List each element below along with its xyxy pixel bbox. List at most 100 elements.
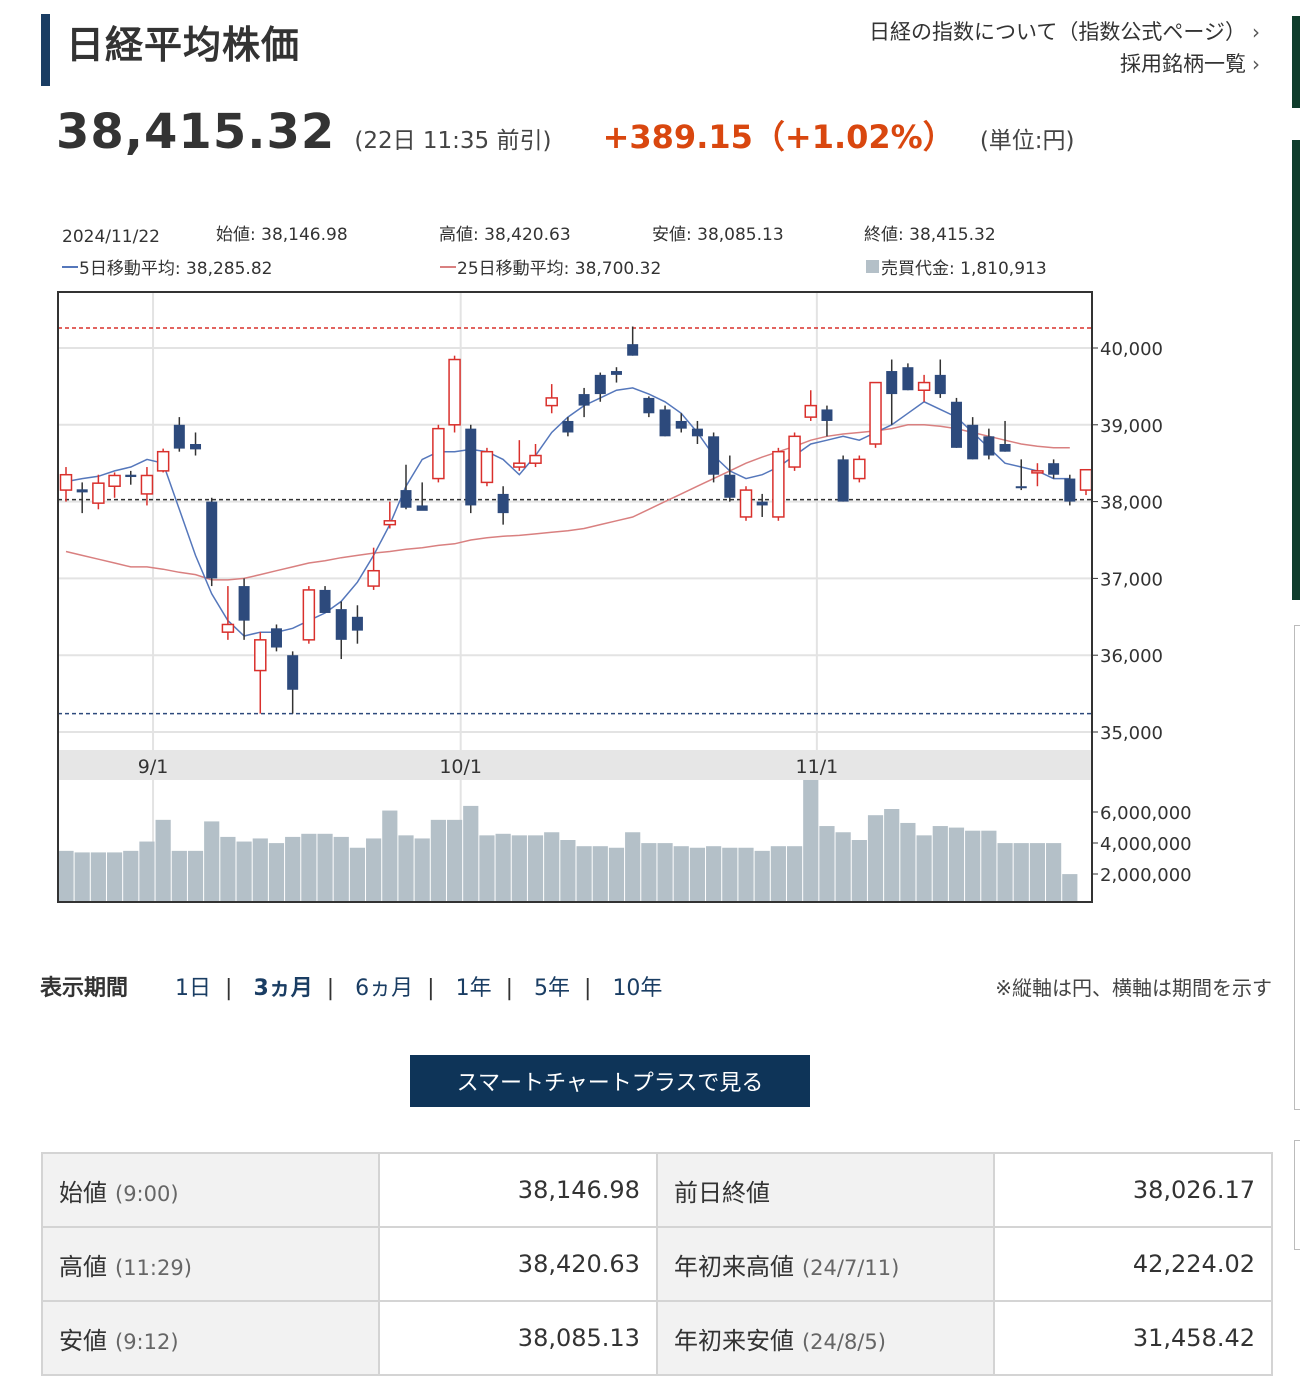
candle-down bbox=[351, 616, 363, 631]
volume-bar bbox=[1062, 874, 1078, 902]
right-edge-bar bbox=[1292, 140, 1300, 600]
volume-bar bbox=[171, 850, 187, 902]
stat-sub: (24/7/11) bbox=[801, 1255, 900, 1280]
stat-key: 安値 bbox=[59, 1326, 107, 1355]
volume-bar bbox=[673, 846, 689, 902]
candle-down bbox=[999, 444, 1011, 452]
volume-bar bbox=[722, 847, 738, 902]
stat-open-value: 38,146.98 bbox=[378, 1152, 658, 1228]
chart-frame bbox=[57, 291, 1093, 903]
legend-ma25: 25日移動平均: 38,700.32 bbox=[457, 259, 661, 279]
volume-bar bbox=[851, 840, 867, 902]
stat-high-label: 高値 (11:29) bbox=[40, 1226, 381, 1302]
price-tick-label: 35,000 bbox=[1100, 723, 1163, 744]
candle-down bbox=[950, 401, 962, 448]
constituents-link[interactable]: 採用銘柄一覧 › bbox=[869, 48, 1260, 80]
volume-bar bbox=[106, 852, 123, 902]
info-date: 2024/11/22 bbox=[62, 227, 160, 247]
volume-bar bbox=[333, 836, 349, 902]
stat-ytd-high-label: 年初来高値 (24/7/11) bbox=[655, 1226, 996, 1302]
candle-down bbox=[206, 501, 218, 579]
legend-turnover: 売買代金: 1,810,913 bbox=[881, 259, 1047, 279]
candle-up bbox=[367, 569, 380, 587]
volume-bar bbox=[706, 846, 722, 902]
stat-low-label: 安値 (9:12) bbox=[40, 1300, 381, 1376]
chevron-right-icon: › bbox=[1252, 20, 1260, 44]
volume-bar bbox=[74, 852, 90, 902]
candle-down bbox=[627, 344, 639, 356]
x-tick-label: 11/1 bbox=[796, 756, 839, 778]
right-edge-bar bbox=[1292, 16, 1300, 108]
volume-bar bbox=[625, 832, 641, 902]
stat-key: 高値 bbox=[59, 1252, 107, 1281]
volume-bar bbox=[770, 846, 786, 902]
candle-down bbox=[691, 428, 703, 437]
stat-sub: (9:12) bbox=[115, 1329, 179, 1354]
price-tick-label: 40,000 bbox=[1100, 339, 1163, 360]
candle-up bbox=[1031, 470, 1044, 474]
info-low: 安値: 38,085.13 bbox=[652, 225, 784, 245]
candle-down bbox=[319, 589, 331, 613]
volume-bar bbox=[204, 821, 220, 902]
candle-up bbox=[917, 381, 931, 391]
candle-down bbox=[902, 367, 914, 391]
candle-down bbox=[1048, 463, 1060, 475]
table-row: 高値 (11:29) 38,420.63 年初来高値 (24/7/11) 42,22… bbox=[40, 1226, 1273, 1302]
x-tick-label: 9/1 bbox=[138, 756, 169, 778]
volume-bar bbox=[641, 843, 657, 902]
volume-bar bbox=[1013, 843, 1029, 902]
period-5y[interactable]: 5年 bbox=[534, 976, 571, 1001]
stat-key: 年初来高値 bbox=[673, 1252, 794, 1281]
volume-bar bbox=[576, 846, 592, 902]
stat-ytd-high-value: 42,224.02 bbox=[993, 1226, 1273, 1302]
candle-up bbox=[788, 435, 801, 468]
price-tick-label: 36,000 bbox=[1100, 646, 1163, 667]
volume-bar bbox=[527, 835, 544, 902]
stat-key: 始値 bbox=[59, 1178, 107, 1207]
page-title: 日経平均株価 bbox=[66, 23, 301, 67]
table-row: 始値 (9:00) 38,146.98 前日終値 38,026.17 bbox=[40, 1152, 1273, 1228]
candle-down bbox=[708, 436, 720, 475]
period-1d[interactable]: 1日 bbox=[175, 976, 212, 1001]
period-3m[interactable]: 3ヵ月 bbox=[253, 976, 313, 1001]
stat-key: 年初来安値 bbox=[673, 1326, 794, 1355]
title-block: 日経平均株価 bbox=[41, 14, 300, 86]
candle-up bbox=[254, 639, 267, 672]
period-label: 表示期間 bbox=[40, 976, 129, 1001]
volume-bar bbox=[414, 838, 430, 902]
volume-bar bbox=[58, 850, 74, 902]
period-1y[interactable]: 1年 bbox=[455, 976, 492, 1001]
period-10y[interactable]: 10年 bbox=[612, 976, 663, 1001]
period-6m[interactable]: 6ヵ月 bbox=[355, 976, 414, 1001]
candle-down bbox=[190, 444, 202, 450]
volume-bar bbox=[349, 847, 366, 902]
volume-bar bbox=[819, 826, 835, 902]
volume-bar bbox=[285, 836, 301, 902]
volume-bar bbox=[479, 835, 495, 902]
candle-down bbox=[934, 374, 946, 395]
candle-down bbox=[821, 409, 833, 421]
candle-up bbox=[804, 404, 818, 418]
volume-bar bbox=[317, 833, 333, 902]
candle-down bbox=[1015, 486, 1027, 489]
smart-chart-button[interactable]: スマートチャートプラスで見る bbox=[410, 1055, 810, 1107]
volume-bar bbox=[689, 847, 706, 902]
candle-down bbox=[335, 609, 347, 640]
index-info-link[interactable]: 日経の指数について（指数公式ページ） › bbox=[869, 16, 1260, 48]
price-row: 38,415.32 (22日 11:35 前引) +389.15（+1.02%）… bbox=[56, 104, 1075, 168]
candle-down bbox=[675, 420, 687, 429]
candle-down bbox=[837, 459, 849, 502]
candle-up bbox=[59, 473, 73, 491]
volume-bar bbox=[90, 852, 106, 902]
candle-up bbox=[140, 474, 154, 495]
volume-tick-label: 2,000,000 bbox=[1100, 865, 1192, 886]
top-links: 日経の指数について（指数公式ページ） › 採用銘柄一覧 › bbox=[869, 16, 1260, 80]
volume-bar bbox=[657, 843, 673, 902]
price-tick-label: 39,000 bbox=[1100, 416, 1163, 437]
period-selector: 表示期間 1日 | 3ヵ月 | 6ヵ月 | 1年 | 5年 | 10年 bbox=[40, 970, 676, 1002]
stat-ytd-low-value: 31,458.42 bbox=[993, 1300, 1273, 1376]
volume-bar bbox=[544, 832, 560, 902]
candle-up bbox=[432, 427, 445, 480]
stat-prev-close-label: 前日終値 bbox=[655, 1152, 996, 1228]
candle-up bbox=[513, 462, 526, 468]
